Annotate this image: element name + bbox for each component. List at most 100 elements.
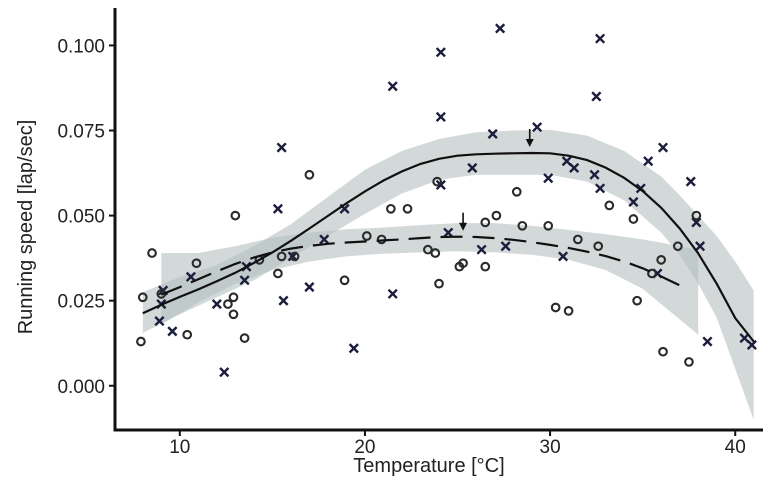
y-ticks: 0.000 0.025 0.050 0.075 0.100	[57, 36, 115, 398]
data-point-cross	[595, 33, 606, 44]
data-point-cross	[691, 217, 702, 228]
data-point-circle	[658, 346, 668, 357]
data-point-circle	[304, 169, 315, 180]
data-point-cross	[739, 333, 750, 344]
data-point-circle	[628, 214, 639, 224]
peak-arrow-head	[525, 138, 534, 147]
data-point-cross	[435, 47, 446, 58]
data-point-cross	[495, 23, 506, 34]
confidence-ribbon-circle	[161, 223, 699, 335]
data-points	[136, 23, 757, 378]
data-point-cross	[185, 271, 196, 282]
data-point-circle	[691, 210, 702, 221]
data-point-circle	[136, 336, 146, 347]
data-point-circle	[289, 251, 300, 262]
x-tick-label: 40	[725, 437, 746, 458]
data-point-cross	[561, 156, 572, 167]
x-axis-title: Temperature [°C]	[353, 455, 504, 477]
data-point-cross	[695, 241, 706, 252]
data-point-cross	[167, 326, 178, 337]
data-point-cross	[657, 142, 669, 153]
data-point-circle	[228, 292, 239, 303]
data-point-cross	[476, 244, 487, 255]
data-point-cross	[219, 367, 230, 378]
data-point-circle	[543, 220, 554, 231]
data-point-cross	[211, 299, 222, 310]
data-point-circle	[386, 203, 396, 214]
data-point-cross	[543, 173, 554, 184]
data-point-circle	[656, 254, 667, 265]
data-point-circle	[563, 306, 574, 316]
data-point-cross	[319, 234, 330, 245]
data-point-circle	[402, 203, 413, 214]
data-point-cross	[304, 282, 315, 293]
data-point-circle	[434, 278, 444, 289]
data-point-cross	[702, 336, 713, 347]
data-point-cross	[443, 227, 454, 238]
data-point-circle	[550, 302, 561, 313]
x-tick-label: 30	[540, 437, 561, 458]
data-point-cross	[487, 128, 498, 139]
data-point-circle	[672, 241, 683, 252]
data-point-cross	[278, 295, 289, 306]
data-point-cross	[239, 275, 250, 286]
x-tick-label: 20	[354, 437, 375, 458]
data-point-circle	[361, 231, 372, 241]
x-ticks: 10 20 30 40	[169, 430, 746, 458]
data-point-circle	[239, 333, 250, 343]
data-point-cross	[387, 288, 398, 299]
axes	[113, 8, 763, 432]
data-point-cross	[557, 251, 569, 262]
data-point-circle	[137, 292, 148, 303]
y-tick-label: 0.025	[57, 292, 105, 313]
data-point-circle	[480, 217, 491, 228]
data-point-circle	[511, 186, 522, 197]
data-point-cross	[746, 339, 757, 350]
data-point-cross	[685, 176, 696, 187]
data-point-cross	[591, 91, 602, 102]
fit-curve-solid	[142, 151, 755, 343]
data-point-cross	[467, 162, 478, 174]
data-point-cross	[595, 183, 606, 194]
data-point-circle	[423, 244, 433, 255]
data-point-circle	[147, 248, 157, 258]
data-point-circle	[339, 275, 350, 286]
data-point-cross	[272, 203, 283, 214]
y-tick-label: 0.100	[57, 36, 105, 57]
peak-arrow-head	[459, 222, 468, 231]
data-point-circle	[223, 299, 233, 309]
data-point-cross	[569, 162, 580, 174]
data-point-cross	[276, 142, 287, 153]
data-point-circle	[573, 234, 583, 245]
data-point-circle	[593, 241, 604, 252]
data-point-circle	[430, 248, 441, 258]
data-point-cross	[387, 81, 398, 92]
data-point-circle	[182, 329, 193, 340]
data-point-circle	[491, 210, 502, 221]
data-point-circle	[432, 176, 442, 187]
data-point-cross	[154, 316, 165, 327]
data-point-circle	[276, 251, 287, 262]
data-point-circle	[517, 220, 528, 231]
x-tick-label: 10	[169, 437, 190, 458]
data-point-circle	[228, 309, 239, 320]
y-tick-label: 0.050	[57, 207, 105, 228]
data-point-circle	[458, 258, 468, 269]
data-point-circle	[647, 268, 657, 279]
data-point-circle	[480, 261, 491, 272]
y-axis-title: Running speed [lap/sec]	[15, 120, 37, 335]
confidence-ribbons	[142, 129, 754, 420]
peak-arrows	[459, 128, 534, 231]
y-tick-label: 0.000	[57, 377, 105, 398]
data-point-circle	[191, 258, 202, 269]
data-point-cross	[532, 122, 543, 133]
data-point-circle	[604, 200, 615, 211]
data-point-cross	[435, 179, 446, 191]
data-point-circle	[273, 268, 283, 279]
data-point-cross	[500, 241, 511, 252]
data-point-cross	[348, 343, 359, 354]
data-point-cross	[435, 111, 446, 122]
data-point-circle	[632, 295, 642, 306]
fit-curve-dashed	[160, 235, 681, 296]
